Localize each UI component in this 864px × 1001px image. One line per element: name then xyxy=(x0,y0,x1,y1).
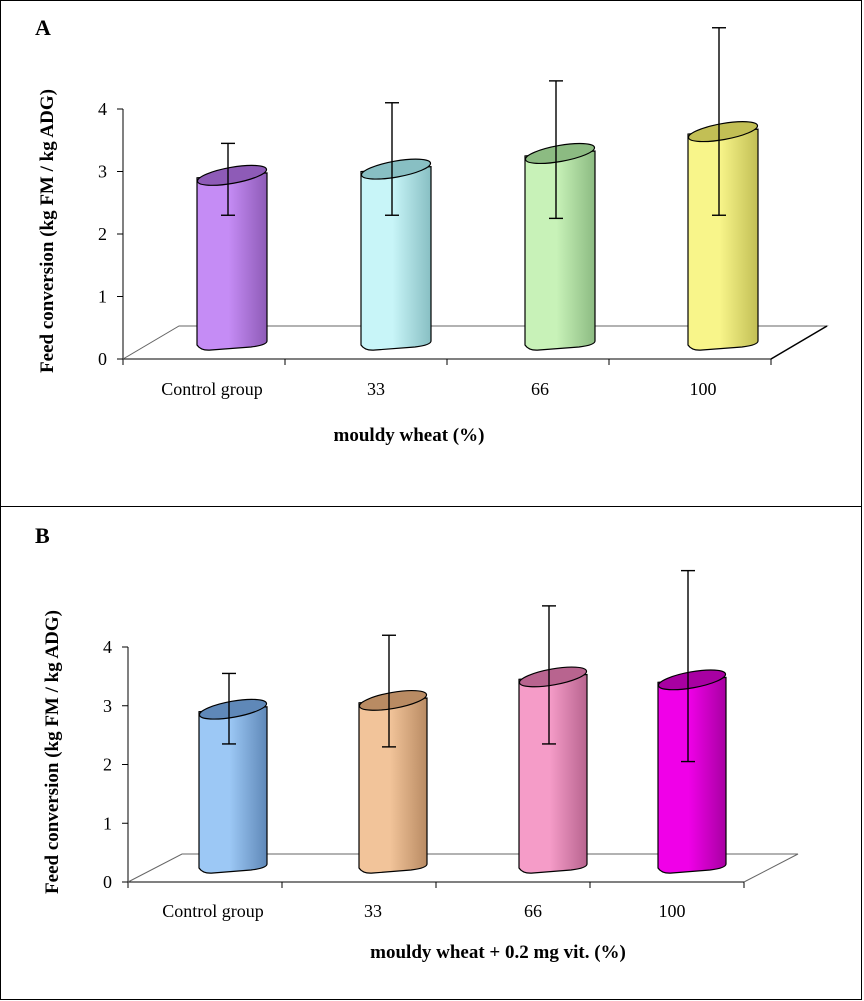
chart-panel-b: B 0 1 2 3 4 Control group 33 66 100 moul… xyxy=(0,506,862,1000)
error-bar-1 xyxy=(222,672,236,745)
error-bar-2 xyxy=(385,102,399,216)
error-bar-4 xyxy=(712,27,726,216)
chart-a: 0 1 2 3 4 Control group 33 66 100 mouldy… xyxy=(37,27,829,446)
x-tick-label: 100 xyxy=(690,379,717,399)
bar-1 xyxy=(198,698,268,874)
x-tick-label: 100 xyxy=(659,901,686,921)
bars xyxy=(196,27,759,351)
bar-4 xyxy=(657,669,727,874)
floor-edge xyxy=(770,325,828,360)
x-tick-label: 66 xyxy=(531,379,549,399)
panel-label: A xyxy=(35,15,51,40)
x-axis-label: mouldy wheat + 0.2 mg vit. (%) xyxy=(370,942,626,963)
y-tick-label: 3 xyxy=(98,162,107,182)
y-axis-label: Feed conversion (kg FM / kg ADG) xyxy=(37,89,58,373)
y-tick-label: 4 xyxy=(103,637,112,657)
bar-2 xyxy=(360,158,432,351)
x-tick-label: 33 xyxy=(364,901,382,921)
y-tick-label: 0 xyxy=(103,872,112,892)
error-bar-1 xyxy=(221,142,235,216)
bar-top xyxy=(687,121,759,143)
y-tick-label: 3 xyxy=(103,696,112,716)
x-tick-label: 33 xyxy=(367,379,385,399)
floor-outline xyxy=(127,853,799,883)
bar-top xyxy=(196,164,268,186)
bar-top xyxy=(524,142,596,165)
x-tick-labels: Control group 33 66 100 xyxy=(162,901,685,921)
panel-label: B xyxy=(35,523,50,548)
bar-3 xyxy=(518,666,588,874)
bar-body xyxy=(518,673,588,874)
y-ticks: 0 1 2 3 4 xyxy=(98,99,107,369)
x-tick-label: Control group xyxy=(162,901,264,921)
chart-panel-a: A 0 1 2 3 4 Control group 33 66 100 moul… xyxy=(0,0,862,507)
bar-4 xyxy=(687,121,759,351)
bar-top xyxy=(198,698,268,720)
bar-body xyxy=(524,150,596,351)
chart-b: 0 1 2 3 4 Control group 33 66 100 mouldy… xyxy=(42,569,799,963)
bar-body xyxy=(198,706,268,874)
bar-3 xyxy=(524,142,596,351)
bar-top xyxy=(360,158,432,180)
y-ticks: 0 1 2 3 4 xyxy=(103,637,112,892)
y-tick-label: 4 xyxy=(98,99,107,119)
x-axis-label: mouldy wheat (%) xyxy=(334,425,485,446)
error-bar-3 xyxy=(542,605,556,745)
bar-1 xyxy=(196,164,268,351)
bar-body xyxy=(657,676,727,874)
bar-body xyxy=(360,166,432,351)
error-bar-3 xyxy=(549,80,563,220)
bar-body xyxy=(687,128,759,351)
bar-top xyxy=(518,666,588,688)
bar-body xyxy=(358,697,428,874)
bars xyxy=(198,569,727,874)
y-tick-label: 2 xyxy=(103,755,112,775)
y-axis-label: Feed conversion (kg FM / kg ADG) xyxy=(42,610,63,894)
x-tick-labels: Control group 33 66 100 xyxy=(161,379,716,399)
x-tick-label: Control group xyxy=(161,379,263,399)
bar-body xyxy=(196,172,268,351)
axes xyxy=(117,108,829,365)
y-tick-label: 2 xyxy=(98,224,107,244)
axes xyxy=(122,646,799,888)
error-bar-2 xyxy=(382,634,396,748)
bar-top xyxy=(358,689,428,711)
bar-2 xyxy=(358,689,428,874)
y-tick-label: 1 xyxy=(103,813,112,833)
bar-top xyxy=(657,669,727,691)
x-tick-label: 66 xyxy=(524,901,542,921)
y-tick-label: 1 xyxy=(98,287,107,307)
y-tick-label: 0 xyxy=(98,349,107,369)
error-bar-4 xyxy=(681,569,695,763)
